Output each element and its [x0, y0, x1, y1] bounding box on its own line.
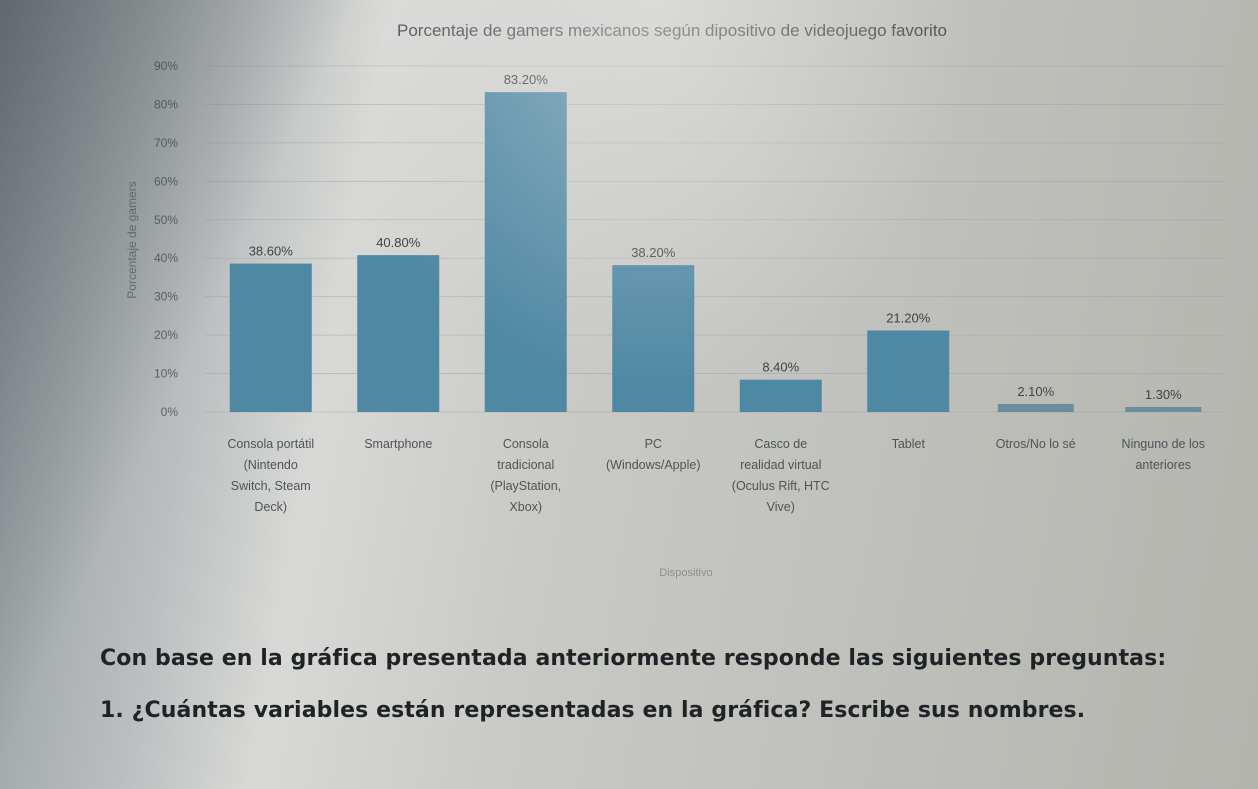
data-label: 38.20%: [631, 245, 676, 260]
x-tick-label: Consola portátil (Nintendo Switch, Steam De…: [227, 437, 314, 514]
x-tick-label: Ninguno de los anteriores: [1122, 437, 1205, 472]
y-axis-label: Porcentaje de gamers: [125, 181, 139, 298]
x-tick-label: Casco de realidad virtual (Oculus Rift, HT…: [732, 437, 830, 514]
bar: [484, 92, 567, 413]
x-tick-label: Otros/No lo sé: [996, 437, 1076, 451]
y-tick-label: 40%: [154, 251, 178, 265]
instructions-text: Con base en la gráfica presentada anteri…: [100, 646, 1167, 671]
bar-chart: Porcentaje de gamers mexicanos según dip…: [125, 21, 1225, 579]
data-label: 8.40%: [762, 360, 799, 375]
x-tick-label: Consola tradicional (PlayStation, Xbox): [490, 437, 561, 514]
y-tick-label: 90%: [154, 59, 178, 73]
chart-title: Porcentaje de gamers mexicanos según dip…: [397, 21, 947, 40]
y-tick-label: 10%: [154, 367, 178, 381]
bar: [229, 263, 312, 412]
data-label: 40.80%: [376, 235, 421, 250]
question-1: 1. ¿Cuántas variables están representada…: [100, 698, 1086, 723]
x-tick-label: Tablet: [892, 437, 926, 451]
y-tick-label: 70%: [154, 136, 178, 150]
data-label: 21.20%: [886, 310, 931, 325]
y-tick-label: 60%: [154, 174, 178, 188]
x-axis-label: Dispositivo: [659, 567, 712, 579]
data-label: 38.60%: [249, 244, 294, 259]
y-tick-label: 20%: [154, 328, 178, 342]
y-tick-label: 30%: [154, 290, 178, 304]
bar: [867, 330, 950, 412]
data-label: 83.20%: [504, 72, 549, 87]
bar: [739, 379, 822, 412]
bar: [1125, 407, 1202, 412]
bar: [997, 403, 1074, 412]
y-tick-label: 50%: [154, 213, 178, 227]
y-tick-label: 80%: [154, 97, 178, 111]
bar: [612, 265, 695, 412]
data-label: 2.10%: [1017, 384, 1054, 399]
bar: [357, 255, 440, 412]
x-tick-label: Smartphone: [364, 437, 432, 451]
y-tick-label: 0%: [161, 405, 179, 419]
x-tick-label: PC (Windows/Apple): [606, 437, 700, 472]
data-label: 1.30%: [1145, 387, 1182, 402]
